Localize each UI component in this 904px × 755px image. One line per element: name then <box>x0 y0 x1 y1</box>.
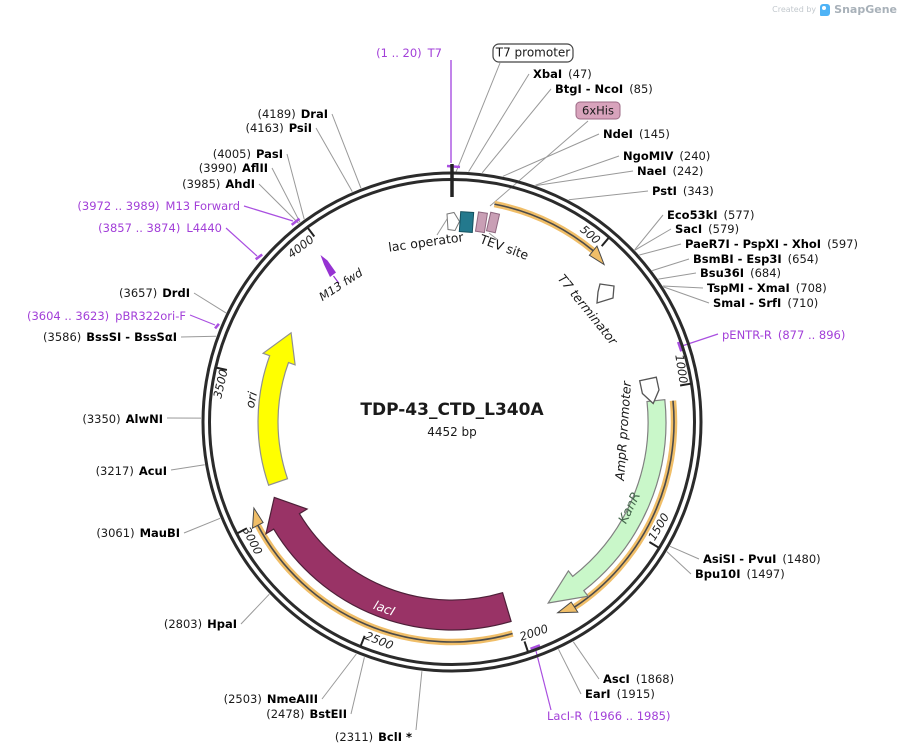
enzyme-label-BclI[interactable]: (2311) BclI * <box>335 730 412 744</box>
tev-site-box-1[interactable] <box>474 211 489 234</box>
enzyme-label-AscI[interactable]: AscI (1868) <box>603 672 674 686</box>
enzyme-label-Bsu36I[interactable]: Bsu36I (684) <box>700 266 781 280</box>
m13-fwd-primer-arrow[interactable] <box>320 255 340 284</box>
primer-labels: (1 .. 20) T7 (3972 .. 3989) M13 Forward (3… <box>27 46 845 723</box>
enzyme-label-PaeR7I-PspXI-XhoI[interactable]: PaeR7I - PspXI - XhoI (597) <box>685 237 858 251</box>
orf-arc-kanr[interactable] <box>556 400 678 614</box>
primer-callout-lines <box>189 60 719 711</box>
enzyme-label-PasI[interactable]: (4005) PasI <box>213 147 283 161</box>
plasmid-size: 4452 bp <box>427 425 477 439</box>
primer-label-T7[interactable]: (1 .. 20) T7 <box>376 46 442 60</box>
svg-text:T7 promoter: T7 promoter <box>495 46 571 60</box>
t7-promoter-label[interactable]: T7 promoter <box>492 43 574 63</box>
tick-label-4000: 4000 <box>285 232 317 261</box>
enzyme-labels-left: (4189) DraI (4163) PsiI (4005) PasI (3990) A… <box>43 107 412 744</box>
enzyme-label-DraI[interactable]: (4189) DraI <box>257 107 328 121</box>
primer-label-LacI-R[interactable]: LacI-R (1966 .. 1985) <box>547 709 670 723</box>
ampr-promoter-label[interactable]: AmpR promoter <box>612 380 634 482</box>
tick-label-3500: 3500 <box>210 368 230 400</box>
tick-label-1000: 1000 <box>672 353 690 384</box>
orf-arc-laci[interactable] <box>251 506 514 646</box>
enzyme-label-AhdI[interactable]: (3985) AhdI <box>182 177 255 191</box>
credit: Created by SnapGene <box>772 3 897 16</box>
enzyme-label-AlwNI[interactable]: (3350) AlwNI <box>82 412 163 426</box>
enzyme-label-EarI[interactable]: EarI (1915) <box>585 687 655 701</box>
enzyme-label-XbaI[interactable]: XbaI (47) <box>533 67 592 81</box>
lac-operator-box[interactable] <box>458 211 475 233</box>
tev-site-label[interactable]: TEV site <box>477 231 531 263</box>
enzyme-label-AsiSI-PvuI[interactable]: AsiSI - PvuI (1480) <box>703 552 821 566</box>
scale-ticks <box>215 227 692 653</box>
svg-text:6xHis: 6xHis <box>582 104 614 118</box>
callout-lines <box>166 62 710 731</box>
enzyme-label-BstEII[interactable]: (2478) BstEII <box>266 707 347 721</box>
credit-prefix: Created by <box>772 5 817 14</box>
enzyme-label-HpaI[interactable]: (2803) HpaI <box>164 617 237 631</box>
enzyme-label-BtgI-NcoI[interactable]: BtgI - NcoI (85) <box>555 82 653 96</box>
enzyme-label-NmeAIII[interactable]: (2503) NmeAIII <box>224 692 318 706</box>
enzyme-label-BssSI[interactable]: (3586) BssSI - BssSαI <box>43 330 177 344</box>
enzyme-label-NaeI[interactable]: NaeI (242) <box>637 164 703 178</box>
plasmid-title: TDP-43_CTD_L340A <box>360 400 544 420</box>
enzyme-label-BsmBI-Esp3I[interactable]: BsmBI - Esp3I (654) <box>693 252 819 266</box>
enzyme-label-MauBI[interactable]: (3061) MauBI <box>96 526 180 540</box>
primer-label-L4440[interactable]: (3857 .. 3874) L4440 <box>98 221 222 235</box>
primer-label-pBR322ori-F[interactable]: (3604 .. 3623) pBR322ori-F <box>27 309 186 323</box>
enzyme-label-AcuI[interactable]: (3217) AcuI <box>96 464 167 478</box>
kanr-arrow[interactable] <box>546 398 667 604</box>
primer-label-pENTR-R[interactable]: pENTR-R (877 .. 896) <box>722 328 845 342</box>
enzyme-label-DrdI[interactable]: (3657) DrdI <box>119 286 190 300</box>
ampr-promoter-arrow[interactable] <box>638 376 660 405</box>
his6-tag-label[interactable]: 6xHis <box>575 101 621 120</box>
ori-label[interactable]: ori <box>242 390 260 410</box>
rbs-arrow[interactable] <box>446 211 461 232</box>
enzyme-label-AflII[interactable]: (3990) AflII <box>199 161 268 175</box>
enzyme-labels-right: XbaI (47) BtgI - NcoI (85) NdeI (145) NgoMI… <box>533 67 858 701</box>
enzyme-label-NdeI[interactable]: NdeI (145) <box>603 127 670 141</box>
enzyme-label-PstI[interactable]: PstI (343) <box>652 184 714 198</box>
m13-fwd-label[interactable]: M13 fwd <box>316 265 365 304</box>
orf-arc-top[interactable] <box>493 200 606 266</box>
t7-terminator-label[interactable]: T7 terminator <box>555 271 621 348</box>
lac-operator-label[interactable]: lac operator <box>387 229 465 255</box>
ori-arrow[interactable] <box>257 331 296 486</box>
laci-arrow[interactable] <box>265 496 512 631</box>
credit-brand: SnapGene <box>834 3 897 16</box>
laci-label[interactable]: lacI <box>372 597 398 619</box>
t7-terminator-arrow[interactable] <box>596 283 615 304</box>
enzyme-label-NgoMIV[interactable]: NgoMIV (240) <box>623 149 710 163</box>
enzyme-label-SacI[interactable]: SacI (579) <box>675 222 739 236</box>
tick-label-2000: 2000 <box>518 621 550 643</box>
enzyme-label-TspMI-XmaI[interactable]: TspMI - XmaI (708) <box>707 281 827 295</box>
tev-site-box-2[interactable] <box>485 211 501 234</box>
enzyme-label-Bpu10I[interactable]: Bpu10I (1497) <box>695 567 785 581</box>
enzyme-label-PsiI[interactable]: (4163) PsiI <box>245 121 312 135</box>
enzyme-label-Eco53kI[interactable]: Eco53kI (577) <box>667 208 754 222</box>
enzyme-label-SmaI-SrfI[interactable]: SmaI - SrfI (710) <box>713 296 818 310</box>
primer-label-M13-Forward[interactable]: (3972 .. 3989) M13 Forward <box>77 199 240 213</box>
snapgene-logo-icon <box>820 3 831 16</box>
